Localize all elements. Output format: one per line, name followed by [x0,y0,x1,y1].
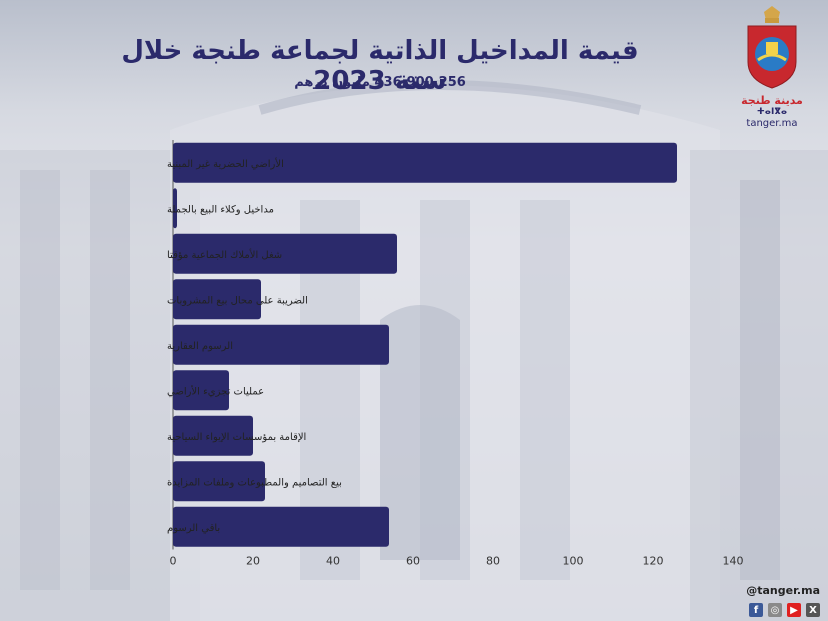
logo-site: tanger.ma [746,118,798,129]
x-tick-label: 0 [170,555,177,568]
category-label: الرسوم العقارية [167,341,233,352]
instagram-icon[interactable]: ◎ [768,603,782,617]
x-icon[interactable]: X [806,603,820,617]
x-tick-label: 80 [486,555,500,568]
logo-tifinagh-name: ⵜⴰⵏⴳⴰ [756,107,788,117]
category-label: الإقامة بمؤسسات الإيواء السياحية [167,432,306,443]
bar [173,188,177,229]
x-tick-label: 100 [563,555,584,568]
category-label: الضريبة على محال بيع المشروبات [167,295,308,306]
bar [173,142,677,183]
bar [173,370,229,411]
x-tick-label: 20 [246,555,260,568]
bar [173,233,397,274]
chart-title: قيمة المداخيل الذاتية لجماعة طنجة خلال س… [121,36,639,96]
x-tick-label: 40 [326,555,340,568]
chart-subtitle: 436.900.256 مليون درهم [294,75,466,90]
bar [173,324,389,365]
category-label: باقي الرسوم [167,523,220,534]
bar [173,415,253,456]
bar [173,506,389,547]
footer-handle: @tanger.ma [746,584,820,597]
category-label: عمليات تجزيء الأراضي [167,384,264,397]
bar [173,279,261,320]
social-icons: f ◎ ▶ X [749,603,820,617]
category-label: بيع التصاميم والمطبوعات وملفات المزايدة [167,477,342,488]
x-tick-label: 120 [643,555,664,568]
youtube-icon[interactable]: ▶ [787,603,801,617]
city-emblem-logo [747,6,797,89]
category-label: شغل الأملاك الجماعية مؤقتا [167,248,282,261]
category-label: مداخيل وكلاء البيع بالجملة [167,204,274,215]
bar [173,461,265,502]
logo-arabic-name: مدينة طنجة [741,94,803,107]
x-tick-label: 140 [723,555,744,568]
facebook-icon[interactable]: f [749,603,763,617]
category-label: الأراضي الحضرية غير المبنية [167,157,284,170]
x-tick-label: 60 [406,555,420,568]
